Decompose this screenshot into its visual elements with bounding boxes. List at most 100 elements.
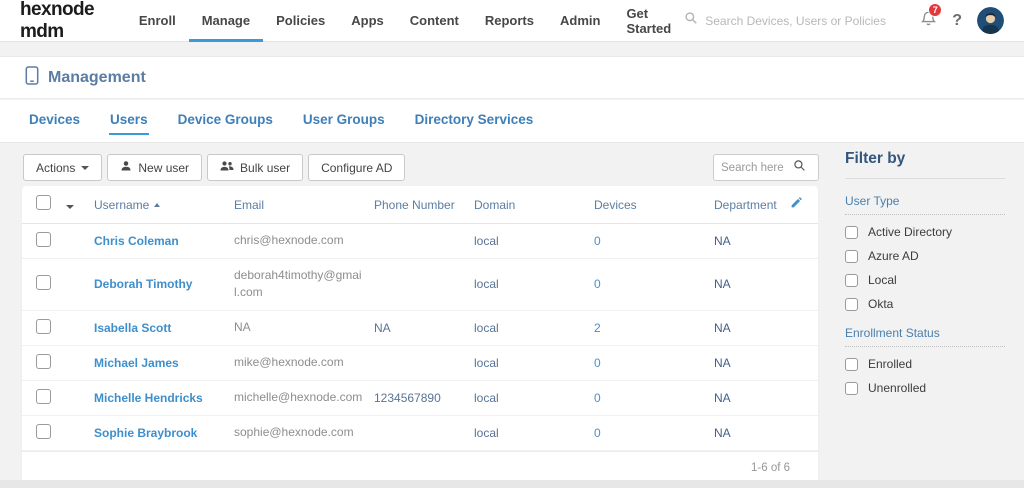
configure-ad-button-label: Configure AD	[321, 160, 393, 175]
edit-columns-button[interactable]	[790, 196, 818, 214]
user-department: NA	[714, 234, 731, 248]
table-row: Chris Coleman chris@hexnode.com local 0 …	[22, 224, 818, 259]
column-header-username[interactable]: Username	[94, 198, 234, 212]
user-email: mike@hexnode.com	[234, 355, 344, 370]
new-user-button[interactable]: New user	[107, 154, 203, 181]
column-header-email[interactable]: Email	[234, 197, 265, 212]
table-row: Sophie Braybrook sophie@hexnode.com loca…	[22, 416, 818, 451]
user-add-icon	[120, 160, 132, 175]
filter-option-local[interactable]: Local	[845, 273, 1005, 287]
checkbox[interactable]	[845, 381, 858, 395]
tab-directory-services[interactable]: Directory Services	[414, 111, 534, 127]
filter-title: Filter by	[845, 150, 1005, 179]
user-link[interactable]: Michelle Hendricks	[94, 390, 203, 405]
row-checkbox[interactable]	[36, 318, 51, 334]
nav-item-admin[interactable]: Admin	[559, 13, 601, 28]
filter-group-enrollment-status: Enrollment Status	[845, 326, 1005, 347]
nav-item-reports[interactable]: Reports	[484, 13, 534, 28]
filter-group-user-type: User Type	[845, 194, 1005, 215]
row-checkbox[interactable]	[36, 423, 51, 439]
user-department: NA	[714, 390, 731, 405]
user-link[interactable]: Sophie Braybrook	[94, 425, 198, 440]
tab-user-groups[interactable]: User Groups	[302, 111, 385, 127]
tab-devices[interactable]: Devices	[29, 111, 81, 127]
checkbox[interactable]	[845, 357, 858, 371]
user-email: NA	[234, 320, 251, 335]
avatar[interactable]	[977, 7, 1004, 34]
user-devices: 0	[594, 425, 601, 440]
row-checkbox[interactable]	[36, 275, 51, 291]
select-all-cell	[22, 194, 66, 215]
tab-device-groups[interactable]: Device Groups	[177, 111, 273, 127]
table-row: Deborah Timothy deborah4timothy@gmail.co…	[22, 259, 818, 311]
filter-option-label: Unenrolled	[868, 381, 927, 395]
user-department: NA	[714, 320, 731, 335]
user-link[interactable]: Michael James	[94, 355, 179, 370]
nav-item-policies[interactable]: Policies	[276, 13, 326, 28]
filter-option-okta[interactable]: Okta	[845, 297, 1005, 311]
nav-item-manage[interactable]: Manage	[188, 0, 264, 42]
nav-item-content[interactable]: Content	[409, 13, 459, 28]
user-department: NA	[714, 277, 731, 292]
column-header-phone[interactable]: Phone Number	[374, 197, 455, 212]
navbar-right-cluster: 7 ?	[920, 3, 1004, 34]
user-devices: 0	[594, 234, 601, 248]
column-header-domain[interactable]: Domain	[474, 197, 516, 212]
bulk-user-button[interactable]: Bulk user	[207, 154, 304, 181]
management-tabs: Devices Users Device Groups User Groups …	[0, 100, 1024, 143]
row-checkbox[interactable]	[36, 353, 51, 369]
checkbox[interactable]	[845, 273, 858, 287]
main-nav: Enroll Manage Policies Apps Content Repo…	[126, 0, 684, 42]
actions-button[interactable]: Actions	[23, 154, 103, 181]
user-phone: NA	[374, 320, 391, 335]
pagination-label: 1-6 of 6	[751, 462, 790, 475]
hexnode-logo[interactable]: hexnode mdm	[20, 0, 95, 42]
column-header-devices[interactable]: Devices	[594, 197, 637, 212]
global-search-input[interactable]	[705, 13, 891, 28]
user-domain: local	[474, 390, 499, 405]
page-header: Management	[0, 56, 1024, 99]
column-header-department[interactable]: Department	[714, 197, 777, 212]
filter-option-unenrolled[interactable]: Unenrolled	[845, 381, 1005, 395]
configure-ad-button[interactable]: Configure AD	[308, 154, 406, 181]
filter-option-active-directory[interactable]: Active Directory	[845, 225, 1005, 239]
user-domain: local	[474, 277, 499, 292]
user-link[interactable]: Chris Coleman	[94, 234, 179, 248]
smartphone-icon	[25, 65, 39, 90]
search-icon[interactable]	[793, 159, 806, 177]
filter-option-azure-ad[interactable]: Azure AD	[845, 249, 1005, 263]
row-checkbox[interactable]	[36, 388, 51, 404]
notifications-button[interactable]: 7	[920, 3, 943, 32]
new-user-button-label: New user	[138, 160, 190, 175]
checkbox[interactable]	[845, 297, 858, 311]
notification-badge: 7	[928, 3, 943, 17]
filter-option-enrolled[interactable]: Enrolled	[845, 357, 1005, 371]
checkbox[interactable]	[845, 225, 858, 239]
user-domain: local	[474, 425, 499, 440]
user-link[interactable]: Isabella Scott	[94, 320, 172, 335]
row-checkbox[interactable]	[36, 232, 51, 247]
user-department: NA	[714, 425, 731, 440]
filter-option-label: Okta	[868, 297, 894, 311]
global-search	[684, 11, 891, 30]
nav-item-apps[interactable]: Apps	[351, 13, 384, 28]
pagination: 1-6 of 6	[22, 450, 818, 485]
top-navbar: hexnode mdm Enroll Manage Policies Apps …	[0, 0, 1024, 42]
tab-users[interactable]: Users	[109, 108, 149, 135]
checkbox[interactable]	[845, 249, 858, 263]
nav-item-enroll[interactable]: Enroll	[138, 13, 176, 28]
nav-item-get-started[interactable]: Get Started	[626, 5, 672, 36]
table-row: Michael James mike@hexnode.com local 0 N…	[22, 346, 818, 381]
filter-option-label: Enrolled	[868, 357, 913, 371]
select-all-checkbox[interactable]	[36, 194, 51, 210]
table-search-input[interactable]	[721, 161, 793, 174]
user-domain: local	[474, 355, 499, 370]
user-email: sophie@hexnode.com	[234, 425, 354, 440]
select-dropdown[interactable]	[66, 196, 94, 214]
user-devices: 2	[594, 320, 601, 335]
user-link[interactable]: Deborah Timothy	[94, 277, 193, 292]
help-icon[interactable]: ?	[952, 11, 962, 29]
user-domain: local	[474, 320, 499, 335]
filter-option-label: Active Directory	[868, 225, 953, 239]
user-devices: 0	[594, 355, 601, 370]
